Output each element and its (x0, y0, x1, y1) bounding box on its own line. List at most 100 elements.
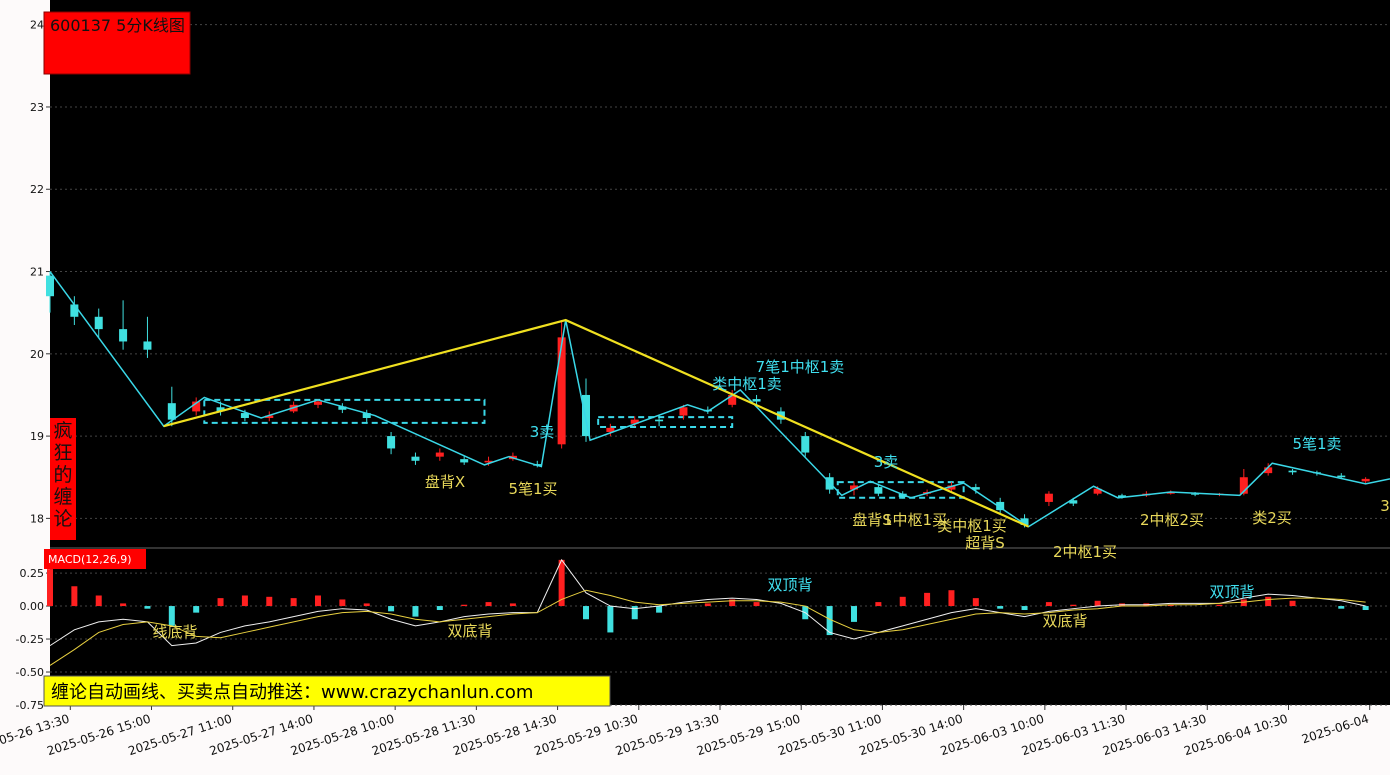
macd-title-box (44, 549, 146, 569)
chart-title: 600137 5分K线图 (50, 16, 185, 35)
y-tick-label: 21 (30, 266, 44, 279)
annotation: 类中枢1买 (937, 517, 1007, 535)
macd-bar (120, 603, 127, 607)
candle-body (655, 419, 664, 422)
candle-body (460, 459, 469, 463)
candle-body (1069, 500, 1078, 504)
macd-bar (290, 598, 297, 607)
candle-body (216, 407, 225, 412)
x-tick-label: 2025-06-04 (1300, 712, 1371, 747)
y-tick-label: 20 (30, 348, 44, 361)
annotation: 3卖 (874, 453, 899, 471)
segment-line (163, 318, 1030, 528)
annotation: 3 (1380, 497, 1390, 515)
macd-bar (363, 603, 370, 607)
y-tick-label: 18 (30, 512, 44, 525)
candle-body (1166, 492, 1175, 494)
macd-bar (485, 602, 492, 607)
candle-body (1191, 493, 1200, 495)
annotation: 双底背 (447, 622, 492, 640)
macd-bar (436, 606, 443, 611)
macd-bar (753, 602, 760, 607)
annotation: 双顶背 (1209, 583, 1254, 601)
annotation: 双顶背 (767, 576, 812, 594)
macd-bar (1216, 604, 1223, 607)
candle-body (630, 419, 639, 424)
y-tick-label: 24 (30, 19, 44, 32)
candle-body (70, 304, 79, 317)
candle-body (46, 275, 54, 297)
title-box (43, 11, 191, 75)
annotation: 双底背 (1042, 612, 1087, 630)
candle-body (874, 487, 883, 494)
banner: 缠论自动画线、买卖点自动推送：www.crazychanlun.com (51, 682, 533, 703)
macd-bar (1338, 606, 1345, 609)
side-label: 疯狂的缠论 (50, 418, 76, 540)
candle-body (801, 436, 810, 453)
macd-bar (315, 595, 321, 607)
candle-body (679, 407, 688, 416)
candle-body (362, 413, 371, 418)
annotation: 1中枢1买 (883, 511, 947, 529)
macd-bar (899, 596, 906, 607)
macd-bar (71, 586, 78, 607)
candle-body (606, 427, 615, 432)
macd-bar (972, 598, 979, 607)
annotation: 5笔1买 (508, 480, 557, 498)
macd-bar (997, 606, 1004, 609)
candle-body (167, 403, 176, 420)
zhongshu-box (203, 398, 486, 424)
zhongshu-box (597, 416, 734, 429)
candle-body (728, 394, 737, 405)
macd-bar (826, 606, 833, 636)
annotation: 盘背X (425, 473, 465, 491)
macd-bar (924, 592, 931, 607)
annotation: 7笔1中枢1卖 (756, 358, 845, 376)
macd-bar (948, 590, 955, 607)
macd-bar (144, 606, 151, 609)
macd-bar (193, 606, 200, 613)
annotation: 盘背S (852, 511, 892, 529)
macd-bar (1070, 604, 1077, 607)
candle-body (1093, 488, 1102, 494)
candle-body (314, 401, 322, 405)
macd-bar (339, 599, 346, 607)
macd-bar (1240, 599, 1247, 607)
y-tick-label: 19 (30, 430, 44, 443)
macd-bar (1021, 606, 1028, 611)
annotation: 类2买 (1252, 509, 1292, 527)
dea-line (49, 589, 1366, 666)
candle-body (996, 501, 1005, 511)
candle-body (143, 341, 152, 350)
candle-body (1239, 477, 1248, 494)
y-tick-label: 22 (30, 183, 44, 196)
zhongshu-box (836, 481, 965, 499)
candle-body (265, 415, 274, 418)
candle-body (94, 316, 103, 330)
y-tick-label: -0.50 (16, 666, 44, 679)
candle-body (1118, 495, 1126, 497)
macd-bar (1362, 606, 1369, 611)
macd-bar (1167, 604, 1174, 607)
candle-body (898, 493, 907, 497)
candle-body (1361, 478, 1370, 482)
annotation: 线底背 (152, 623, 197, 641)
candle-body (435, 452, 444, 457)
macd-bar (388, 606, 395, 612)
macd-bar (509, 603, 516, 607)
bi-line (49, 271, 1390, 528)
macd-bar (875, 602, 882, 607)
macd-bar (851, 606, 857, 622)
annotation: 2中枢2买 (1140, 511, 1204, 529)
candle-body (1020, 518, 1029, 525)
macd-bar (217, 598, 224, 607)
macd-bar (241, 595, 248, 607)
candle-body (971, 487, 980, 490)
annotation: 5笔1卖 (1292, 435, 1341, 453)
candle-body (192, 401, 201, 412)
macd-bar (583, 606, 589, 620)
plot-background (50, 0, 1390, 705)
